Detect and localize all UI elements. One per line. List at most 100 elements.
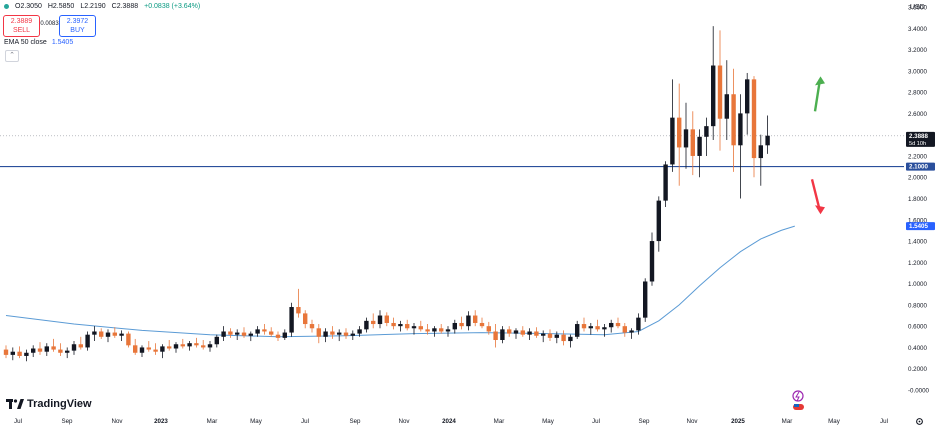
price-chart[interactable] <box>0 0 904 410</box>
candle-body <box>262 329 267 332</box>
candle <box>561 330 566 346</box>
candle <box>690 111 695 176</box>
candle <box>10 347 15 361</box>
price-tick-label: 2.8000 <box>908 90 927 97</box>
candle-body <box>105 332 111 337</box>
candle-body <box>588 326 593 329</box>
candle <box>275 331 281 342</box>
candle-body <box>758 145 763 159</box>
candle <box>731 68 736 172</box>
tradingview-logo[interactable]: TradingView <box>6 398 92 410</box>
candle <box>541 330 546 343</box>
candle-body <box>418 326 423 330</box>
candle-body <box>371 320 376 325</box>
price-tick-label: 0.2000 <box>908 366 927 373</box>
spread-value: 0.0083 <box>40 21 59 27</box>
candle-body <box>58 349 63 353</box>
buy-price: 2.3972 <box>66 18 89 25</box>
candle-body <box>330 331 335 335</box>
candle <box>330 326 335 339</box>
sell-button[interactable]: 2.3889 SELL <box>3 15 40 37</box>
time-tick-label: Nov <box>398 418 410 425</box>
candle-body <box>92 331 97 335</box>
candle-body <box>683 129 689 148</box>
candle <box>160 344 165 359</box>
candle-body <box>282 332 287 338</box>
candle-body <box>568 336 573 342</box>
candle-body <box>738 113 743 146</box>
price-axis[interactable]: 3.60003.40003.20003.00002.80002.60002.40… <box>904 0 936 429</box>
up-arrow-icon <box>815 76 825 86</box>
ema[interactable] <box>906 222 935 231</box>
currency-label[interactable]: USD <box>910 4 925 11</box>
level[interactable] <box>906 162 935 171</box>
buy-button[interactable]: 2.3972 BUY <box>59 15 96 37</box>
candle <box>85 331 90 351</box>
candle <box>439 324 444 334</box>
candle-body <box>473 315 478 323</box>
candle-body <box>3 349 9 355</box>
candle-body <box>459 322 464 327</box>
current-text: 2.3888 <box>909 133 928 140</box>
candle-body <box>602 327 607 330</box>
down-arrow-shaft <box>810 179 822 212</box>
candle-body <box>85 334 90 348</box>
price-tick-label: 2.0000 <box>908 175 927 182</box>
candle <box>58 343 63 356</box>
candle-body <box>663 164 668 201</box>
candle <box>180 338 185 349</box>
time-tick-label: 2023 <box>154 418 168 425</box>
candle <box>92 326 97 342</box>
candle <box>3 345 9 359</box>
candle-body <box>78 344 83 348</box>
candle <box>377 310 383 329</box>
collapse-legend-button[interactable]: ⌃ <box>5 50 19 62</box>
price-tick-label: 0.4000 <box>908 345 927 352</box>
candle <box>296 288 301 318</box>
candle <box>119 330 124 342</box>
candle-body <box>554 334 559 338</box>
candle <box>309 319 315 333</box>
time-axis[interactable]: Jul Sep Nov 2023 Mar May Jul Sep Nov 2024 Mar May Ju… <box>0 410 904 429</box>
ema-indicator-legend[interactable]: EMA 50 close 1.5405 <box>4 39 73 46</box>
legend-change: +0.0838 (+3.64%) <box>144 3 201 10</box>
candle-body <box>364 320 369 330</box>
candle-body <box>452 322 457 330</box>
candle-body <box>425 329 430 332</box>
candles-layer <box>3 26 770 362</box>
price-tick-label: 2.2000 <box>908 153 927 160</box>
candle <box>615 317 621 329</box>
event-lightning-icon[interactable] <box>792 390 804 402</box>
candle <box>398 320 403 332</box>
candle-body <box>561 334 566 342</box>
down-arrow-icon <box>815 205 825 215</box>
time-tick-label: Mar <box>494 418 505 425</box>
candle-body <box>711 65 716 127</box>
candle-body <box>350 333 355 336</box>
candle-body <box>316 328 321 337</box>
candle <box>432 326 437 337</box>
time-tick-label: Sep <box>349 418 361 425</box>
candle-body <box>520 330 525 335</box>
candle-body <box>343 332 349 336</box>
candle-body <box>228 331 233 335</box>
candle-body <box>275 334 281 338</box>
settings-gear-icon[interactable] <box>915 417 924 426</box>
candle-body <box>24 352 29 356</box>
ema-line[interactable] <box>5 225 795 338</box>
candle <box>357 326 362 337</box>
candle-body <box>677 117 682 148</box>
candle <box>105 329 111 343</box>
candle-body <box>534 331 539 336</box>
candle-body <box>731 94 736 146</box>
candle <box>350 330 355 340</box>
ema-line-layer <box>5 225 795 338</box>
candle <box>65 347 70 359</box>
candle <box>201 339 206 350</box>
candle-body <box>99 331 104 337</box>
candle-body <box>690 129 695 156</box>
chevron-up-icon: ⌃ <box>9 52 15 59</box>
current[interactable] <box>906 131 935 147</box>
us-flag-canton <box>794 404 799 407</box>
candle <box>303 310 308 329</box>
